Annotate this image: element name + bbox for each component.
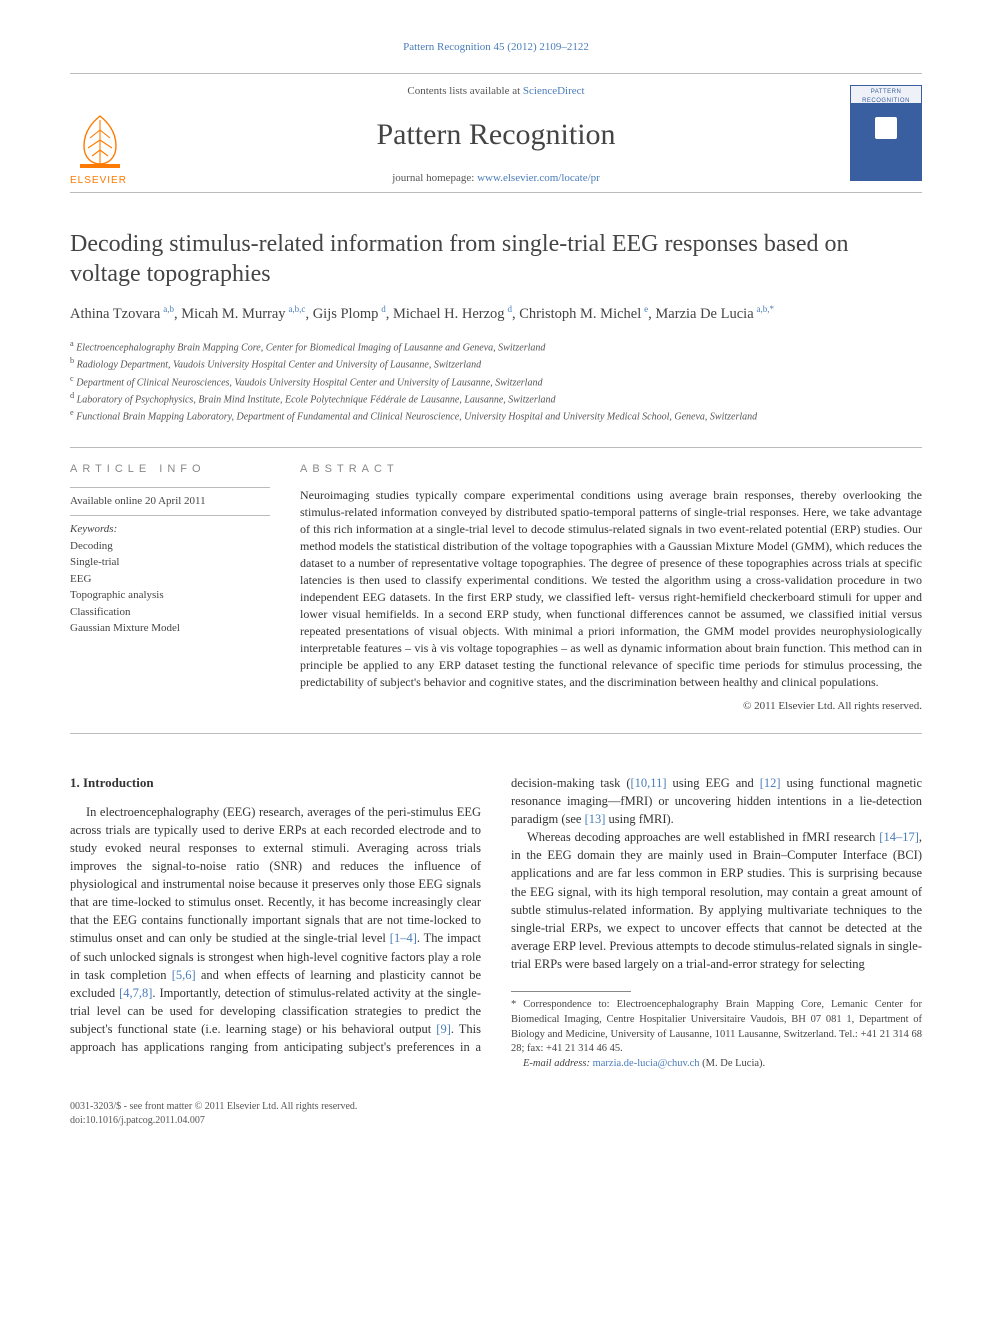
keyword: Single-trial	[70, 554, 270, 571]
body-text: Whereas decoding approaches are well est…	[527, 830, 879, 844]
section-heading: 1. Introduction	[70, 774, 481, 793]
author-affiliation-marker: d	[381, 304, 386, 314]
author: Micah M. Murray a,b,c	[181, 306, 305, 322]
affiliation-line: c Department of Clinical Neurosciences, …	[70, 373, 922, 390]
keyword: EEG	[70, 571, 270, 588]
keywords-heading: Keywords:	[70, 522, 270, 537]
author: Michael H. Herzog d	[393, 306, 512, 322]
footnote-rule	[511, 991, 631, 992]
abstract-heading: ABSTRACT	[300, 462, 922, 477]
contents-prefix: Contents lists available at	[407, 85, 522, 97]
affiliation-line: b Radiology Department, Vaudois Universi…	[70, 355, 922, 372]
available-online: Available online 20 April 2011	[70, 494, 270, 509]
author: Gijs Plomp d	[313, 306, 386, 322]
footnote-block: * Correspondence to: Electroencephalogra…	[511, 991, 922, 1071]
body-text: using fMRI).	[605, 812, 673, 826]
keyword: Classification	[70, 604, 270, 621]
body-text: in task completion	[70, 968, 172, 982]
homepage-prefix: journal homepage:	[392, 172, 477, 184]
footer-line-1: 0031-3203/$ - see front matter © 2011 El…	[70, 1100, 922, 1114]
sciencedirect-link[interactable]: ScienceDirect	[523, 85, 585, 97]
homepage-line: journal homepage: www.elsevier.com/locat…	[392, 171, 600, 186]
footer-line-2: doi:10.1016/j.patcog.2011.04.007	[70, 1114, 922, 1128]
body-text: In electroencephalography (EEG) research…	[70, 805, 481, 946]
article-title: Decoding stimulus-related information fr…	[70, 229, 922, 289]
ref-link[interactable]: [14–17]	[879, 830, 919, 844]
journal-name: Pattern Recognition	[376, 114, 615, 156]
journal-citation: Pattern Recognition 45 (2012) 2109–2122	[70, 40, 922, 55]
affiliation-line: e Functional Brain Mapping Laboratory, D…	[70, 407, 922, 424]
author-affiliation-marker: a,b	[163, 304, 174, 314]
ref-link[interactable]: [4,7,8]	[119, 986, 152, 1000]
elsevier-tree-icon	[70, 110, 130, 170]
author-affiliation-marker: a,b,c	[288, 304, 305, 314]
author: Christoph M. Michel e	[519, 306, 648, 322]
ref-link[interactable]: [10,11]	[631, 776, 667, 790]
body-text: using EEG and	[667, 776, 760, 790]
ref-link[interactable]: [9]	[436, 1022, 451, 1036]
ref-link[interactable]: [1–4]	[390, 931, 417, 945]
authors-line: Athina Tzovara a,b, Micah M. Murray a,b,…	[70, 303, 922, 326]
affiliation-line: a Electroencephalography Brain Mapping C…	[70, 338, 922, 355]
ref-link[interactable]: [13]	[585, 812, 606, 826]
cover-logo-icon	[875, 117, 897, 139]
keywords-list: DecodingSingle-trialEEGTopographic analy…	[70, 538, 270, 637]
journal-cover-thumb: PATTERN RECOGNITION	[850, 85, 922, 181]
journal-citation-link[interactable]: Pattern Recognition 45 (2012) 2109–2122	[403, 41, 589, 53]
author-affiliation-marker: a,b,*	[757, 304, 775, 314]
author: Marzia De Lucia a,b,*	[655, 306, 774, 322]
author-affiliation-marker: e	[644, 304, 648, 314]
abstract-column: ABSTRACT Neuroimaging studies typically …	[300, 462, 922, 715]
affiliations-block: a Electroencephalography Brain Mapping C…	[70, 338, 922, 425]
article-info-column: ARTICLE INFO Available online 20 April 2…	[70, 462, 270, 715]
keyword: Gaussian Mixture Model	[70, 620, 270, 637]
article-info-heading: ARTICLE INFO	[70, 462, 270, 477]
affiliation-line: d Laboratory of Psychophysics, Brain Min…	[70, 390, 922, 407]
body-text: , in the EEG domain they are mainly used…	[511, 830, 922, 971]
page-footer: 0031-3203/$ - see front matter © 2011 El…	[70, 1100, 922, 1128]
masthead-center: Contents lists available at ScienceDirec…	[160, 74, 832, 192]
email-who: (M. De Lucia).	[700, 1058, 766, 1069]
correspondence-footnote: * Correspondence to: Electroencephalogra…	[511, 998, 922, 1057]
publisher-block: ELSEVIER	[70, 74, 160, 192]
author-affiliation-marker: d	[507, 304, 512, 314]
author: Athina Tzovara a,b	[70, 306, 174, 322]
keyword: Topographic analysis	[70, 587, 270, 604]
email-link[interactable]: marzia.de-lucia@chuv.ch	[593, 1058, 700, 1069]
body-paragraph: Whereas decoding approaches are well est…	[511, 828, 922, 973]
abstract-text: Neuroimaging studies typically compare e…	[300, 487, 922, 691]
publisher-name: ELSEVIER	[70, 174, 160, 188]
info-abstract-row: ARTICLE INFO Available online 20 April 2…	[70, 447, 922, 734]
cover-title: PATTERN RECOGNITION	[853, 88, 919, 105]
homepage-link[interactable]: www.elsevier.com/locate/pr	[477, 172, 600, 184]
email-footnote: E-mail address: marzia.de-lucia@chuv.ch …	[511, 1057, 922, 1072]
ref-link[interactable]: [12]	[760, 776, 781, 790]
contents-line: Contents lists available at ScienceDirec…	[407, 84, 584, 99]
email-label: E-mail address:	[523, 1058, 593, 1069]
ref-link[interactable]: [5,6]	[172, 968, 196, 982]
cover-block: PATTERN RECOGNITION	[832, 74, 922, 192]
abstract-copyright: © 2011 Elsevier Ltd. All rights reserved…	[300, 699, 922, 714]
masthead: ELSEVIER Contents lists available at Sci…	[70, 73, 922, 193]
body-columns: 1. Introduction In electroencephalograph…	[70, 774, 922, 1072]
keyword: Decoding	[70, 538, 270, 555]
